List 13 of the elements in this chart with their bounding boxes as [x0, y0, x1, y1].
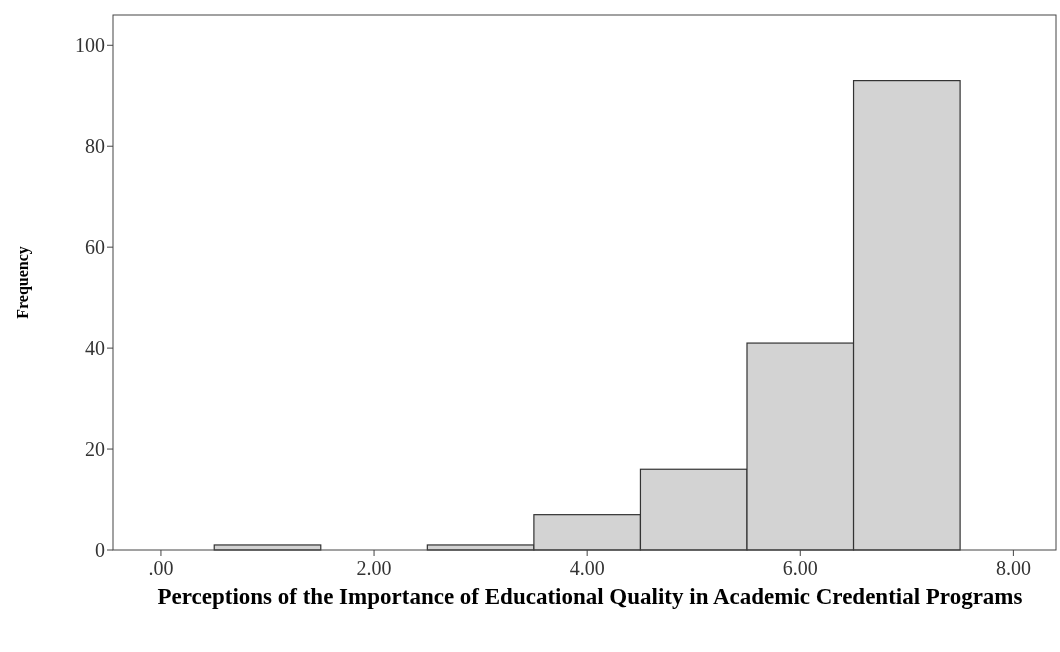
- y-tick-label: 60: [85, 236, 105, 259]
- y-tick-label: 100: [75, 34, 105, 57]
- x-tick-label: 4.00: [569, 557, 605, 579]
- y-tick-label: 0: [95, 539, 105, 561]
- x-tick-label: 8.00: [995, 557, 1031, 579]
- y-tick-label: 20: [85, 438, 105, 461]
- y-tick-label: 80: [85, 135, 105, 158]
- x-axis-title: Perceptions of the Importance of Educational Quality in Academic Credential Programs: [156, 584, 1024, 609]
- x-tick-label: 6.00: [782, 557, 818, 579]
- x-tick-label: 2.00: [356, 557, 392, 579]
- x-tick-label: .00: [148, 557, 174, 579]
- y-axis-title: Frequency: [14, 246, 32, 319]
- y-tick-label: 40: [85, 337, 105, 360]
